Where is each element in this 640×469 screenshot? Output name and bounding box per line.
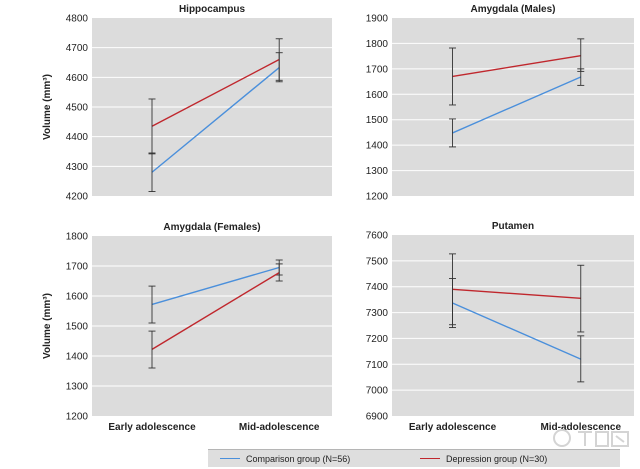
legend: Comparison group (N=56) Depression group… (208, 449, 620, 467)
panel-1-series-depression-line (452, 54, 581, 78)
panel-1-ytick-label: 1600 (366, 90, 389, 101)
watermark-logo (548, 426, 634, 466)
legend-item-depression: Depression group (N=30) (420, 450, 547, 467)
panel-1-ytick-label: 1900 (366, 14, 389, 25)
panel-2-ytick-label: 1500 (66, 322, 89, 333)
panel-2-ytick-label: 1400 (66, 352, 89, 363)
panel-2-xtick-label: Mid-adolescence (239, 422, 320, 433)
panel-2-ytick-label: 1600 (66, 292, 89, 303)
panel-1-ytick-label: 1700 (366, 64, 389, 75)
panel-3-title: Putamen (492, 221, 534, 232)
panel-0-title: Hippocampus (179, 4, 246, 15)
panel-2-ytick-label: 1700 (66, 262, 89, 273)
panel-1-ytick-label: 1300 (366, 166, 389, 177)
panel-3-ytick-label: 7300 (366, 308, 389, 319)
legend-label-comparison: Comparison group (N=56) (246, 453, 351, 464)
panel-3-ytick-label: 7200 (366, 334, 389, 345)
panel-2-ytick-label: 1300 (66, 382, 89, 393)
panel-2-series-depression-line (151, 272, 280, 350)
panel-0-ytick-label: 4200 (66, 192, 89, 203)
panel-0-ytick-label: 4300 (66, 162, 89, 173)
panel-0-ytick-label: 4500 (66, 103, 89, 114)
panel-3-xtick-label: Mid-adolescence (540, 422, 621, 433)
panel-3-ytick-label: 7400 (366, 282, 389, 293)
panel-3-xtick-label: Early adolescence (409, 422, 497, 433)
panel-1-ytick-label: 1400 (366, 141, 389, 152)
panel-3-ytick-label: 7500 (366, 256, 389, 267)
legend-swatch-comparison (220, 458, 240, 459)
panel-0-ytick-label: 4700 (66, 43, 89, 54)
panel-0-series-depression-line (151, 58, 280, 127)
panel-3-background (392, 235, 634, 416)
panel-1-ytick-label: 1800 (366, 39, 389, 50)
panel-2-ytick-label: 1800 (66, 232, 89, 243)
legend-label-depression: Depression group (N=30) (446, 453, 548, 464)
panel-1-title: Amygdala (Males) (470, 4, 555, 15)
panel-3-ytick-label: 7000 (366, 386, 389, 397)
panel-0-series-comparison-line (151, 67, 280, 173)
watermark-icon (553, 429, 629, 447)
panel-2-series-comparison-line (151, 266, 280, 306)
panel-1-ytick-label: 1200 (366, 192, 389, 203)
panel-3-ytick-label: 6900 (366, 412, 389, 423)
panel-3-series-comparison-line (452, 302, 582, 360)
panel-1-series-comparison-line (452, 76, 582, 134)
panel-2-ylabel: Volume (mm³) (42, 293, 53, 359)
panel-0-ytick-label: 4800 (66, 14, 89, 25)
legend-swatch-depression (420, 458, 440, 459)
panel-1-ytick-label: 1500 (366, 115, 389, 126)
panel-3-ytick-label: 7600 (366, 231, 389, 242)
panel-2-xtick-label: Early adolescence (108, 422, 196, 433)
panel-3-series-depression-line (452, 288, 581, 300)
panel-3-ytick-label: 7100 (366, 360, 389, 371)
panel-0-ytick-label: 4400 (66, 132, 89, 143)
panel-2-title: Amygdala (Females) (163, 222, 260, 233)
panel-2-ytick-label: 1200 (66, 412, 89, 423)
panel-0-ytick-label: 4600 (66, 73, 89, 84)
panel-0-ylabel: Volume (mm³) (42, 74, 53, 140)
legend-item-comparison: Comparison group (N=56) (220, 450, 350, 467)
